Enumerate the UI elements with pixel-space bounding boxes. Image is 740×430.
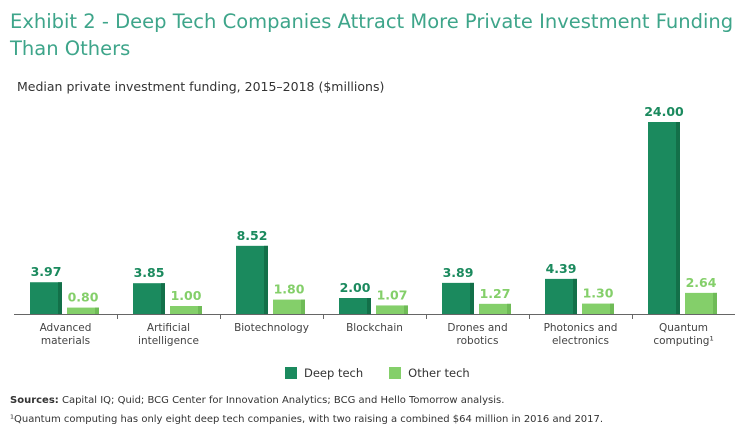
bar-other-tech	[67, 307, 99, 314]
category-label: electronics	[552, 335, 609, 347]
chart-title: Exhibit 2 - Deep Tech Companies Attract …	[10, 10, 734, 60]
bar-value-label: 1.27	[480, 286, 511, 301]
bar-shade	[301, 299, 305, 314]
sources-label: Sources:	[10, 395, 59, 406]
category-label: Biotechnology	[234, 322, 309, 334]
bar-other-tech	[479, 303, 511, 314]
bar-other-tech	[685, 292, 717, 314]
category-label: Blockchain	[346, 322, 403, 334]
bar-shade	[58, 282, 62, 314]
bar-value-label: 1.07	[377, 287, 408, 302]
bar-other-tech	[376, 305, 408, 314]
bar-value-label: 3.85	[134, 265, 165, 280]
footnote: ¹Quantum computing has only eight deep t…	[10, 414, 604, 425]
bar-value-label: 3.89	[443, 265, 474, 280]
bar-value-label: 8.52	[237, 228, 268, 243]
bar-deep-tech	[133, 283, 165, 314]
legend-item-deep-tech: Deep tech	[285, 366, 363, 380]
bar-value-label: 1.30	[583, 286, 614, 301]
sources-note: Sources: Capital IQ; Quid; BCG Center fo…	[10, 395, 504, 406]
bar-deep-tech	[30, 282, 62, 314]
category-label: intelligence	[138, 335, 199, 347]
category-label: Photonics and	[544, 322, 618, 334]
legend-label-other-tech: Other tech	[408, 366, 470, 380]
bar-deep-tech	[442, 282, 474, 314]
bar-shade	[573, 278, 577, 314]
bar-shade	[470, 282, 474, 314]
bar-other-tech	[170, 306, 202, 314]
bar-shade	[95, 307, 99, 314]
bar-shade	[676, 122, 680, 314]
bar-shade	[161, 283, 165, 314]
category-label: computing¹	[653, 335, 713, 347]
legend: Deep tech Other tech	[285, 366, 470, 380]
bar-deep-tech	[339, 298, 371, 314]
sources-text: Capital IQ; Quid; BCG Center for Innovat…	[58, 395, 505, 406]
bar-shade	[367, 298, 371, 314]
chart-subtitle: Median private investment funding, 2015–…	[17, 79, 385, 94]
bar-value-label: 2.00	[340, 280, 371, 295]
category-label: materials	[41, 335, 90, 347]
category-label: robotics	[457, 335, 499, 347]
bar-value-label: 0.80	[68, 290, 99, 305]
category-label: Advanced	[40, 322, 92, 334]
bar-shade	[713, 292, 717, 314]
bar-deep-tech	[236, 245, 268, 314]
bar-other-tech	[273, 299, 305, 314]
bar-shade	[507, 303, 511, 314]
bar-shade	[198, 306, 202, 314]
bar-value-label: 1.80	[274, 282, 305, 297]
bar-shade	[264, 245, 268, 314]
legend-swatch-other-tech	[389, 367, 402, 379]
category-label: Quantum	[659, 322, 708, 334]
bar-deep-tech	[648, 122, 680, 314]
bar-shade	[610, 303, 614, 314]
bar-deep-tech	[545, 278, 577, 314]
bar-value-label: 24.00	[644, 104, 684, 119]
bar-value-label: 4.39	[546, 261, 577, 276]
category-label: Artificial	[147, 322, 190, 334]
legend-label-deep-tech: Deep tech	[304, 366, 364, 380]
bar-shade	[404, 305, 408, 314]
category-label: Drones and	[447, 322, 507, 334]
legend-swatch-deep-tech	[285, 367, 297, 379]
bar-value-label: 1.00	[171, 288, 202, 303]
legend-item-other-tech: Other tech	[389, 366, 470, 380]
bar-value-label: 2.64	[686, 275, 717, 290]
bar-value-label: 3.97	[31, 264, 62, 279]
bar-other-tech	[582, 303, 614, 314]
